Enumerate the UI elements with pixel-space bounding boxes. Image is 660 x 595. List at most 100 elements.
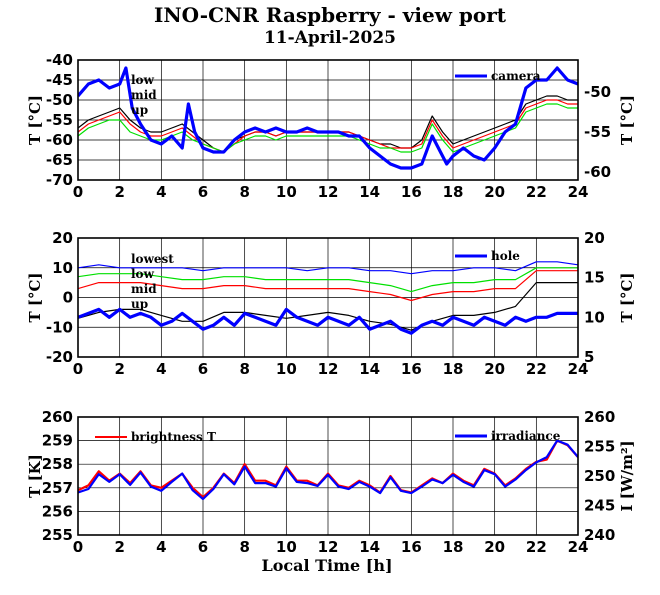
x-tick-label: 18	[443, 360, 464, 378]
plot-frame	[77, 237, 579, 358]
x-tick-label: 18	[443, 538, 464, 556]
y-tick-label-right: 5	[584, 348, 594, 366]
x-tick-label: 16	[401, 183, 422, 201]
x-tick-label: 22	[526, 183, 547, 201]
y-axis-label-left: T [°C]	[26, 272, 44, 322]
x-tick-label: 6	[198, 538, 208, 556]
series-line-lowest	[78, 261, 578, 275]
series-line-irradiance	[78, 439, 578, 501]
y-tick-label-right: 255	[584, 438, 615, 456]
chart-subtitle: 11-April-2025	[263, 28, 397, 48]
y-axis-label-right: T [°C]	[618, 272, 636, 322]
x-tick-label: 10	[276, 538, 297, 556]
plot-frame	[77, 416, 579, 536]
y-tick-label-right: 260	[584, 408, 615, 426]
y-tick-label-right: 15	[584, 269, 605, 287]
x-tick-label: 2	[114, 538, 124, 556]
y-tick-label-right: -50	[584, 83, 611, 101]
y-axis-label-right: I [W/m²]	[618, 440, 636, 511]
legend-label: low	[131, 267, 155, 281]
x-tick-label: 12	[318, 360, 339, 378]
x-tick-label: 0	[73, 360, 83, 378]
y-tick-label-left: 0	[63, 289, 73, 307]
legend-label: camera	[491, 69, 541, 83]
y-tick-label-left: 258	[42, 455, 73, 473]
plot-frame	[77, 59, 579, 181]
x-tick-label: 10	[276, 360, 297, 378]
x-tick-label: 18	[443, 183, 464, 201]
x-tick-label: 4	[156, 360, 166, 378]
y-tick-label-left: -55	[46, 111, 73, 129]
y-tick-label-left: 255	[42, 526, 73, 544]
x-tick-label: 24	[568, 183, 589, 201]
x-tick-label: 10	[276, 183, 297, 201]
legend-label: up	[131, 103, 148, 117]
legend-label: irradiance	[491, 429, 561, 443]
panel-3: 0 2 4 6 8 10 12 14 16 18 20 22 242552562572582592602…	[26, 408, 636, 556]
series-line-low	[78, 270, 578, 302]
x-tick-label: 14	[359, 538, 380, 556]
panel-2: 0 2 4 6 8 10 12 14 16 18 20 22 24-20-10010205101520T…	[26, 229, 636, 378]
legend-label: hole	[491, 249, 520, 263]
x-tick-label: 14	[359, 183, 380, 201]
legend-label: mid	[131, 88, 157, 102]
y-tick-label-left: -60	[46, 131, 73, 149]
y-tick-label-left: 260	[42, 408, 73, 426]
x-tick-label: 12	[318, 538, 339, 556]
series-line-up	[78, 103, 578, 153]
y-tick-label-left: -45	[46, 71, 73, 89]
legend-label: mid	[131, 282, 157, 296]
x-tick-label: 24	[568, 360, 589, 378]
y-tick-label-right: 250	[584, 467, 615, 485]
legend-label: low	[131, 73, 155, 87]
y-tick-label-right: 20	[584, 229, 605, 247]
y-axis-label-right: T [°C]	[618, 95, 636, 145]
x-tick-label: 6	[198, 183, 208, 201]
chart-title: INO-CNR Raspberry - view port	[153, 3, 506, 27]
legend-label: up	[131, 297, 148, 311]
x-tick-label: 20	[484, 360, 505, 378]
series-line-camera	[78, 66, 578, 170]
series-line-up	[78, 282, 578, 331]
title-block: INO-CNR Raspberry - view port 11-April-2…	[0, 0, 660, 49]
x-tick-label: 24	[568, 538, 589, 556]
x-tick-label: 6	[198, 360, 208, 378]
x-tick-label: 22	[526, 360, 547, 378]
x-tick-label: 4	[156, 183, 166, 201]
y-tick-label-left: -65	[46, 151, 73, 169]
x-tick-label: 20	[484, 538, 505, 556]
y-tick-label-left: 257	[42, 479, 73, 497]
x-tick-label: 4	[156, 538, 166, 556]
x-tick-label: 22	[526, 538, 547, 556]
y-tick-label-left: 256	[42, 502, 73, 520]
y-tick-label-left: -10	[46, 318, 73, 336]
y-tick-label-left: 259	[42, 432, 73, 450]
y-tick-label-left: -70	[46, 171, 73, 189]
series-line-hole	[78, 307, 578, 335]
x-tick-label: 16	[401, 360, 422, 378]
x-tick-label: 14	[359, 360, 380, 378]
x-tick-label: 8	[239, 183, 249, 201]
x-tick-label: 8	[239, 538, 249, 556]
legend-label: brightness T	[131, 430, 216, 444]
y-tick-label-left: -40	[46, 51, 73, 69]
y-tick-label-right: -55	[584, 123, 611, 141]
y-tick-label-right: 10	[584, 308, 605, 326]
y-tick-label-right: -60	[584, 163, 611, 181]
y-tick-label-right: 240	[584, 526, 615, 544]
legend-label: lowest	[131, 252, 174, 266]
y-tick-label-left: -50	[46, 91, 73, 109]
y-axis-label-left: T [°C]	[26, 95, 44, 145]
x-tick-label: 0	[73, 183, 83, 201]
x-tick-label: 20	[484, 183, 505, 201]
x-tick-label: 2	[114, 183, 124, 201]
x-tick-label: 0	[73, 538, 83, 556]
panel-1: 0 2 4 6 8 10 12 14 16 18 20 22 24-70-65-60-55-50-45-…	[26, 51, 636, 201]
y-tick-label-left: 20	[52, 229, 73, 247]
x-axis-label: Local Time [h]	[261, 556, 392, 575]
x-tick-label: 8	[239, 360, 249, 378]
x-tick-label: 16	[401, 538, 422, 556]
y-tick-label-left: 10	[52, 259, 73, 277]
x-tick-label: 12	[318, 183, 339, 201]
